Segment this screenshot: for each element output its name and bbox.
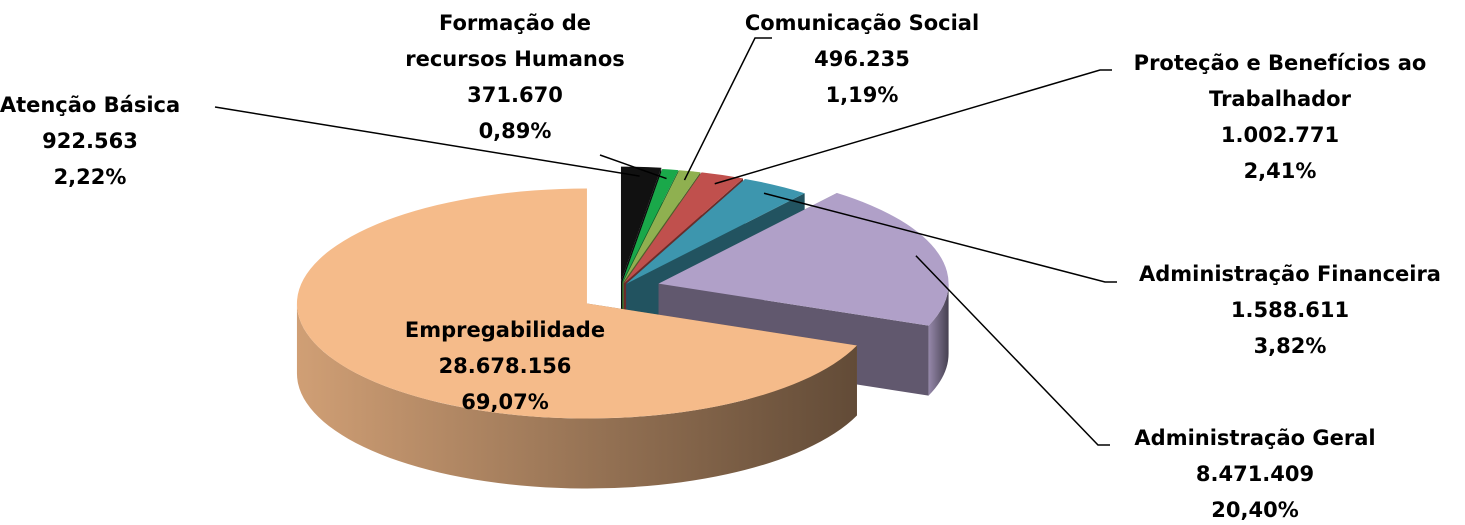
percent-label: 1,19% <box>825 83 899 107</box>
value-label: 28.678.156 <box>438 354 572 378</box>
percent-label: 2,41% <box>1243 159 1317 183</box>
category-label: Administração Geral <box>1134 426 1376 450</box>
value-label: 496.235 <box>814 47 910 71</box>
percent-label: 2,22% <box>53 165 127 189</box>
percent-label: 69,07% <box>461 390 549 414</box>
pie-slice <box>626 178 805 284</box>
value-label: 1.588.611 <box>1230 298 1350 322</box>
leader-line <box>763 192 1117 283</box>
category-label: Formação de recursos Humanos <box>405 11 625 71</box>
pie-slice <box>622 170 701 283</box>
data-label: Administração Financeira 1.588.611 3,82% <box>1110 256 1465 364</box>
value-label: 8.471.409 <box>1195 462 1315 486</box>
data-label: Proteção e Benefícios ao Trabalhador 1.00… <box>1100 45 1460 189</box>
value-label: 922.563 <box>42 129 138 153</box>
category-label: Atenção Básica <box>0 93 181 117</box>
category-label: Comunicação Social <box>744 11 980 35</box>
data-label: Comunicação Social 496.235 1,19% <box>732 5 992 113</box>
pie-slice <box>658 193 949 326</box>
pie-slice <box>296 188 857 419</box>
leader-line <box>915 255 1110 446</box>
data-label: Formação de recursos Humanos 371.670 0,89% <box>400 5 630 149</box>
category-label: Administração Financeira <box>1139 262 1441 286</box>
percent-label: 3,82% <box>1253 334 1327 358</box>
pie-slice <box>624 172 744 284</box>
pie-slice-side <box>928 283 949 396</box>
leader-line <box>599 154 667 180</box>
leader-line <box>214 106 640 177</box>
percent-label: 20,40% <box>1211 498 1299 522</box>
data-label: Empregabilidade 28.678.156 69,07% <box>375 312 635 420</box>
leader-line <box>683 37 772 181</box>
pie-slice <box>622 169 679 283</box>
data-label: Atenção Básica 922.563 2,22% <box>0 87 220 195</box>
percent-label: 0,89% <box>478 119 552 143</box>
category-label: Proteção e Benefícios ao Trabalhador <box>1133 51 1427 111</box>
value-label: 1.002.771 <box>1220 123 1340 147</box>
value-label: 371.670 <box>467 83 563 107</box>
category-label: Empregabilidade <box>404 318 606 342</box>
pie-slice <box>620 166 662 282</box>
leader-line <box>714 69 1112 185</box>
pie-slice-side <box>296 303 857 489</box>
data-label: Administração Geral 8.471.409 20,40% <box>1105 420 1405 525</box>
